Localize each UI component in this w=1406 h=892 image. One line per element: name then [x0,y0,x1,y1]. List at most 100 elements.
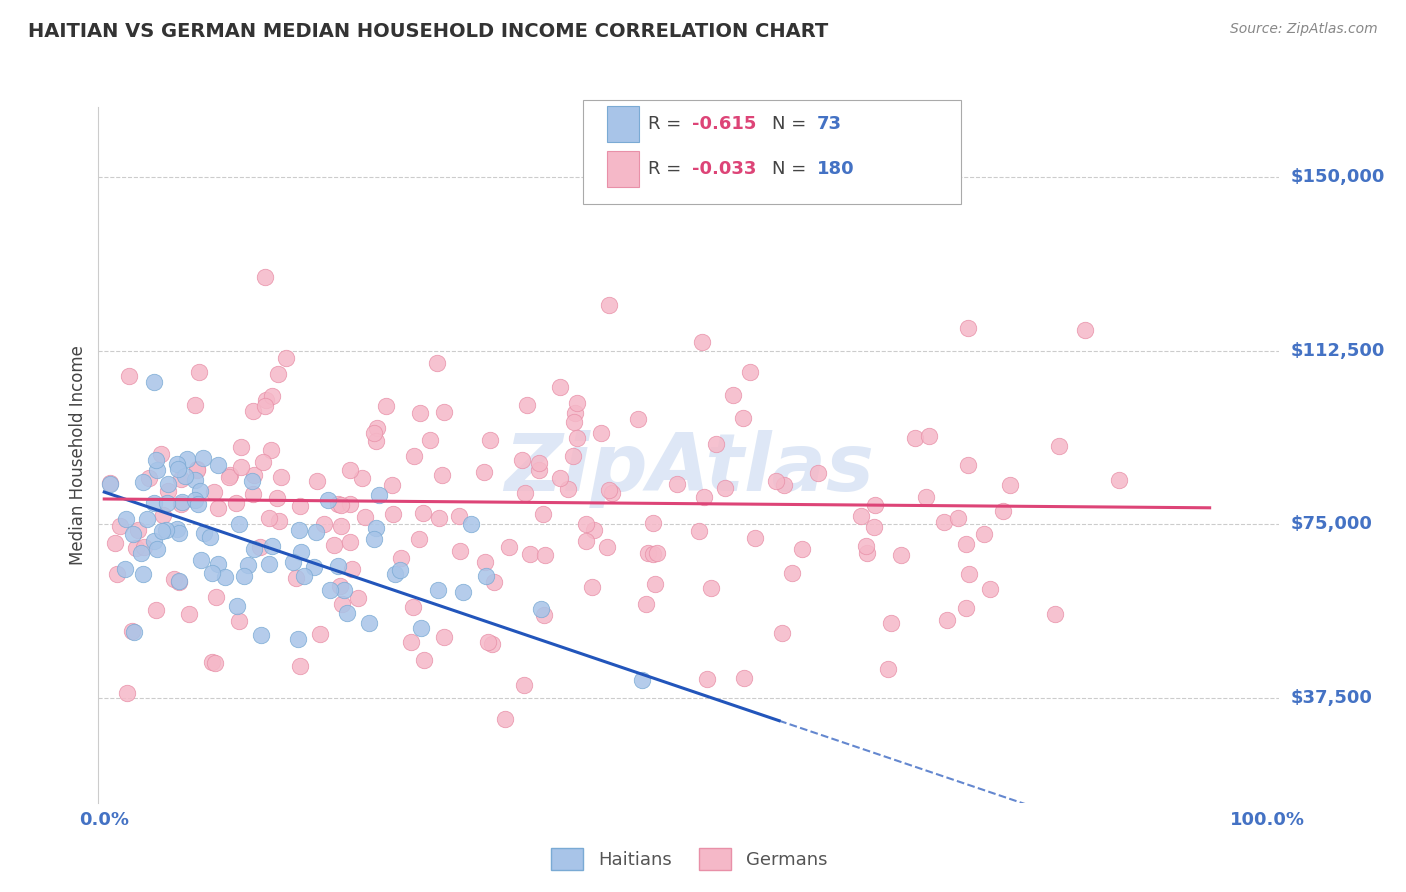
Point [146,462,169,476]
Point [156,496,179,510]
Point [200,530,222,544]
Point [257,557,280,571]
Point [152,508,174,523]
Point [706,436,728,450]
Point [738,365,761,379]
Point [328,497,350,511]
Point [550,380,572,394]
Point [637,546,659,560]
Point [589,425,612,440]
Point [290,500,312,514]
Point [359,616,381,631]
Point [550,471,572,485]
Point [155,523,177,537]
Point [863,520,886,534]
Point [190,552,212,566]
Text: $75,000: $75,000 [1291,516,1372,533]
Point [242,403,264,417]
Point [693,490,716,504]
Point [340,561,363,575]
Point [516,398,538,412]
Point [979,582,1001,596]
Point [564,406,586,420]
Point [329,499,352,513]
Point [233,568,256,582]
Text: -0.033: -0.033 [693,161,756,178]
Point [249,540,271,554]
Point [531,507,554,521]
Point [956,458,979,472]
Point [122,625,145,640]
Point [132,475,155,490]
Point [575,517,598,532]
Point [260,443,283,458]
Point [166,457,188,471]
Point [425,356,447,370]
Point [402,600,425,615]
Point [170,494,193,508]
Point [780,566,803,580]
Point [564,415,586,429]
Point [339,497,361,511]
Point [186,462,208,476]
Text: N =: N = [772,161,811,178]
Point [143,375,166,389]
Point [305,475,328,489]
Point [773,477,796,491]
Point [527,456,550,470]
Point [183,473,205,487]
Point [118,368,141,383]
Point [721,388,744,402]
Point [304,559,326,574]
Point [631,673,654,688]
Point [108,519,131,533]
FancyBboxPatch shape [582,100,960,204]
Text: N =: N = [772,115,811,133]
Point [205,591,228,605]
Text: -0.615: -0.615 [693,115,756,133]
Point [460,517,482,532]
Point [412,653,434,667]
Point [666,476,689,491]
Point [207,557,229,571]
Point [201,655,224,669]
Point [998,477,1021,491]
Point [713,481,735,495]
Point [481,637,503,651]
Point [877,662,900,676]
Point [510,452,533,467]
Point [598,483,620,497]
Point [696,673,718,687]
Point [188,365,211,379]
Point [427,511,450,525]
Point [557,482,579,496]
Point [890,549,912,563]
Point [479,433,502,447]
Point [880,615,903,630]
Point [267,514,290,528]
Text: 180: 180 [817,161,853,178]
Point [363,425,385,440]
Point [225,496,247,510]
Point [225,599,247,614]
Point [143,534,166,549]
Point [946,510,969,524]
Point [149,447,172,461]
Text: $112,500: $112,500 [1291,342,1385,359]
Point [562,450,585,464]
Point [98,476,121,491]
Point [364,521,387,535]
Point [367,488,389,502]
Point [129,546,152,560]
Text: Source: ZipAtlas.com: Source: ZipAtlas.com [1230,22,1378,37]
Point [498,541,520,555]
Point [530,601,553,615]
Point [104,535,127,549]
Point [228,614,250,628]
Point [644,577,666,591]
Point [352,471,374,485]
Point [643,547,665,561]
Point [688,524,710,538]
Point [193,450,215,465]
Point [744,531,766,545]
